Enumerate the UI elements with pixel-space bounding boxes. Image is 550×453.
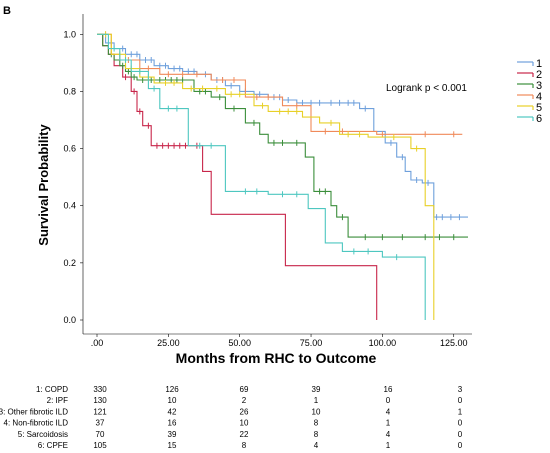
risk-cell: 10 (240, 419, 249, 428)
risk-cell: 42 (168, 407, 177, 416)
risk-row-label: 1: COPD (36, 385, 68, 394)
legend-label: 1 (536, 58, 542, 70)
plot-axes: 0.0 0.2 0.4 0.6 0.8 1.0 .00 25.00 50.00 75.00 100.… (63, 14, 472, 348)
risk-cell: 121 (93, 407, 107, 416)
risk-cell: 8 (242, 441, 247, 450)
risk-cell: 39 (168, 430, 177, 439)
risk-cell: 22 (240, 430, 249, 439)
legend-label: 6 (536, 113, 542, 125)
y-tick-label: 0.4 (63, 201, 76, 211)
risk-cell: 0 (458, 430, 463, 439)
risk-cell: 37 (96, 419, 105, 428)
risk-cell: 3 (458, 385, 463, 394)
risk-cell: 0 (458, 441, 463, 450)
legend-label: 4 (536, 91, 542, 103)
risk-cell: 26 (240, 407, 249, 416)
risk-row-label: 4: Non-fibrotic ILD (4, 419, 69, 428)
risk-cell: 70 (96, 430, 105, 439)
risk-cell: 8 (314, 430, 319, 439)
risk-cell: 10 (168, 396, 177, 405)
risk-cell: 126 (165, 385, 179, 394)
risk-cell: 1 (386, 441, 391, 450)
risk-row-label: 5: Sarcoidosis (18, 430, 68, 439)
x-tick-label: .00 (91, 338, 104, 348)
y-tick-label: 0.8 (63, 86, 76, 96)
risk-cell: 8 (314, 419, 319, 428)
x-tick-label: 75.00 (300, 338, 323, 348)
risk-row-label: 2: IPF (47, 396, 68, 405)
risk-cell: 0 (458, 419, 463, 428)
survival-curve-1 (97, 33, 468, 218)
risk-cell: 4 (386, 430, 391, 439)
survival-curve-5 (97, 33, 435, 320)
risk-cell: 4 (314, 441, 319, 450)
risk-cell: 2 (242, 396, 247, 405)
risk-table: 1: COPD 330 126 69 39 16 32: IPF 130 10 2 1 0 03: Ot… (0, 385, 463, 450)
survival-curve-2 (97, 33, 378, 320)
legend-label: 3 (536, 80, 542, 92)
survival-curves (97, 31, 468, 320)
risk-cell: 0 (386, 396, 391, 405)
x-tick-label: 50.00 (228, 338, 251, 348)
y-tick-label: 0.0 (63, 315, 76, 325)
risk-cell: 105 (93, 441, 107, 450)
legend-label: 5 (536, 102, 542, 114)
y-tick-label: 0.2 (63, 258, 76, 268)
legend-label: 2 (536, 69, 542, 81)
risk-cell: 16 (168, 419, 177, 428)
risk-cell: 1 (386, 419, 391, 428)
x-axis-label: Months from RHC to Outcome (176, 350, 377, 366)
risk-row-label: 3: Other fibrotic ILD (0, 407, 68, 416)
survival-curve-6 (97, 33, 426, 320)
survival-curve-3 (97, 33, 468, 238)
risk-cell: 39 (312, 385, 321, 394)
risk-row-label: 6: CPFE (38, 441, 68, 450)
risk-cell: 0 (458, 396, 463, 405)
x-tick-label: 125.00 (440, 338, 468, 348)
logrank-annotation: Logrank p < 0.001 (386, 83, 467, 94)
panel-label: B (3, 5, 11, 17)
y-tick-label: 0.6 (63, 144, 76, 154)
y-tick-label: 1.0 (63, 29, 76, 39)
risk-cell: 15 (168, 441, 177, 450)
risk-cell: 1 (458, 407, 463, 416)
y-axis-label: Survival Probability (36, 124, 51, 246)
risk-cell: 10 (312, 407, 321, 416)
x-tick-label: 100.00 (369, 338, 397, 348)
x-tick-label: 25.00 (157, 338, 180, 348)
risk-cell: 4 (386, 407, 391, 416)
risk-cell: 130 (93, 396, 107, 405)
risk-cell: 69 (240, 385, 249, 394)
risk-cell: 1 (314, 396, 319, 405)
risk-cell: 16 (384, 385, 393, 394)
risk-cell: 330 (93, 385, 107, 394)
